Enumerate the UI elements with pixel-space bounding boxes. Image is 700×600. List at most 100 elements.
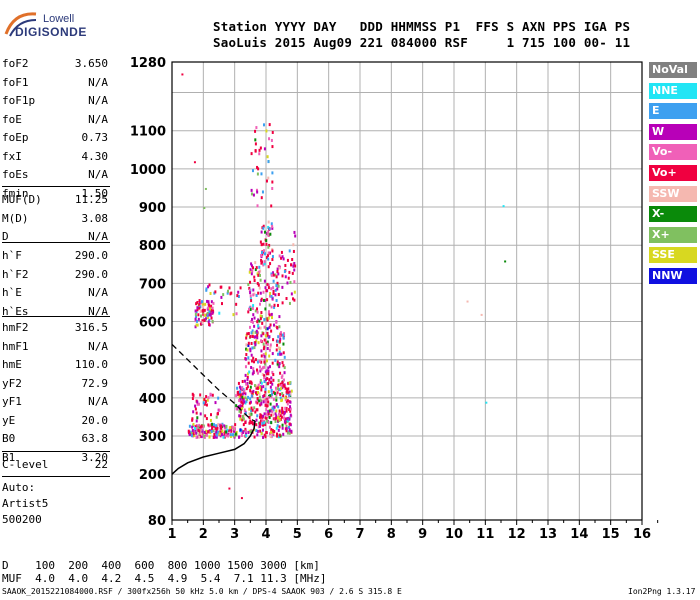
echo-point (281, 392, 284, 396)
echo-point (271, 255, 274, 259)
echo-point (255, 418, 258, 422)
echo-point (291, 271, 294, 275)
echo-point (247, 332, 250, 336)
echo-point (263, 421, 266, 425)
echo-point (245, 343, 248, 347)
echo-point (264, 370, 267, 374)
echo-point (292, 264, 295, 268)
echo-point (200, 428, 203, 432)
echo-point (247, 372, 250, 376)
echo-point (251, 372, 254, 376)
echo-point (248, 288, 251, 292)
echo-point (271, 370, 274, 374)
param-key: MUF(D) (2, 193, 42, 206)
legend-item-noval: NoVal (649, 62, 697, 78)
echo-point (254, 341, 257, 345)
echo-point (260, 230, 263, 234)
echo-point (253, 292, 256, 296)
echo-point (211, 311, 214, 315)
echo-point (267, 414, 270, 418)
echo-point (278, 350, 281, 354)
echo-point (250, 272, 253, 276)
echo-point (271, 392, 274, 396)
echo-point (275, 389, 278, 393)
echo-point (254, 391, 257, 395)
param-row: foF2 3.650 (2, 57, 108, 71)
param-key: fmin (2, 186, 29, 200)
echo-point (263, 360, 266, 364)
y-tick-label: 80 (148, 514, 166, 529)
echo-point (266, 412, 269, 416)
echo-point (270, 421, 273, 425)
echo-point (270, 428, 273, 432)
echo-point (235, 430, 238, 434)
echo-point (286, 387, 289, 391)
echo-point (270, 204, 273, 208)
echo-point (254, 309, 257, 313)
echo-point (269, 291, 272, 295)
echo-point (260, 349, 263, 353)
param-key: h`F (2, 249, 22, 262)
echo-point (245, 387, 248, 391)
echo-point (252, 356, 255, 360)
echo-point (281, 374, 284, 378)
echo-point (249, 419, 252, 423)
echo-point (286, 431, 289, 435)
echo-point (265, 242, 268, 246)
echo-point (217, 430, 220, 434)
echo-point (241, 388, 244, 392)
echo-point (258, 392, 261, 396)
echo-point (197, 431, 200, 435)
echo-point (285, 417, 288, 421)
y-tick-label: 1000 (130, 163, 166, 178)
echo-point (268, 354, 271, 358)
echo-point (192, 432, 195, 436)
echo-point (256, 336, 259, 340)
echo-point (280, 399, 283, 403)
echo-point (208, 318, 211, 322)
echo-point (262, 347, 265, 351)
echo-point (247, 343, 250, 347)
echo-point (259, 378, 262, 382)
echo-point (253, 435, 256, 439)
echo-point (268, 243, 271, 247)
echo-point (253, 279, 256, 283)
echo-point (269, 394, 272, 398)
echo-point (249, 280, 252, 284)
echo-point (258, 359, 261, 363)
echo-point (255, 368, 258, 372)
echo-point (246, 348, 249, 352)
echo-point (209, 307, 212, 311)
echo-point (202, 305, 205, 309)
echo-point (271, 271, 274, 275)
echo-point (278, 339, 281, 343)
param-row: D N/A (2, 230, 108, 244)
echo-point (188, 424, 191, 428)
echo-point (259, 403, 262, 407)
echo-point (264, 387, 267, 391)
echo-point (255, 386, 258, 390)
echo-point (211, 393, 214, 397)
param-key: foF2 (2, 57, 29, 70)
echo-point (280, 256, 283, 260)
echo-point (205, 395, 208, 399)
echo-point (218, 430, 221, 434)
echo-point (249, 308, 252, 312)
echo-point (265, 372, 268, 376)
x-tick-label: 15 (602, 527, 620, 542)
echo-point (255, 188, 258, 192)
echo-point (269, 343, 272, 347)
isolated-echo-point (504, 260, 507, 263)
param-key: D (2, 230, 9, 243)
echo-point (258, 148, 261, 152)
echo-point (266, 340, 269, 344)
echo-point (200, 435, 203, 439)
echo-point (215, 430, 218, 434)
echo-point (283, 333, 286, 337)
echo-point (254, 343, 257, 347)
echo-point (252, 313, 255, 317)
echo-point (283, 420, 286, 424)
echo-point (248, 412, 251, 416)
echo-point (285, 429, 288, 433)
echo-point (267, 390, 270, 394)
